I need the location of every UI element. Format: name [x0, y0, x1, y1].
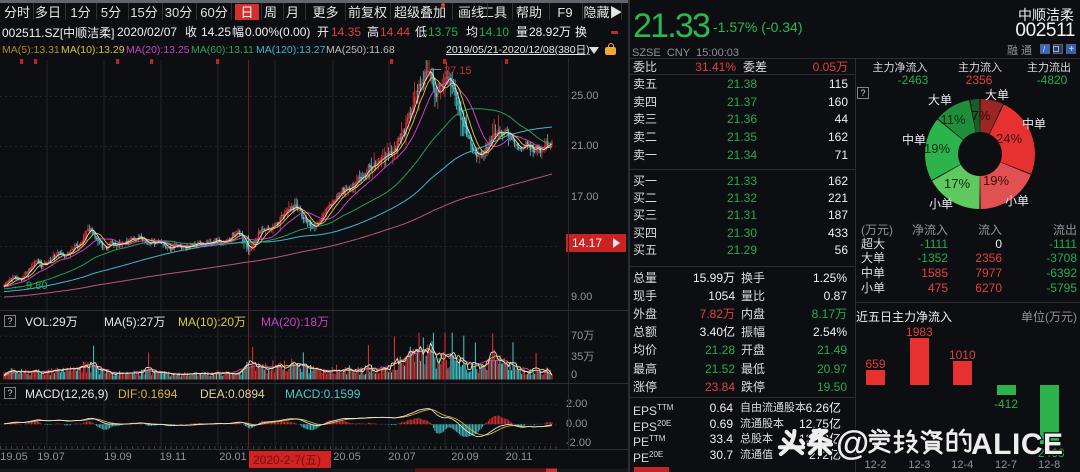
svg-text:@: @ [836, 425, 869, 463]
svg-text:ALICE: ALICE [971, 428, 1064, 461]
